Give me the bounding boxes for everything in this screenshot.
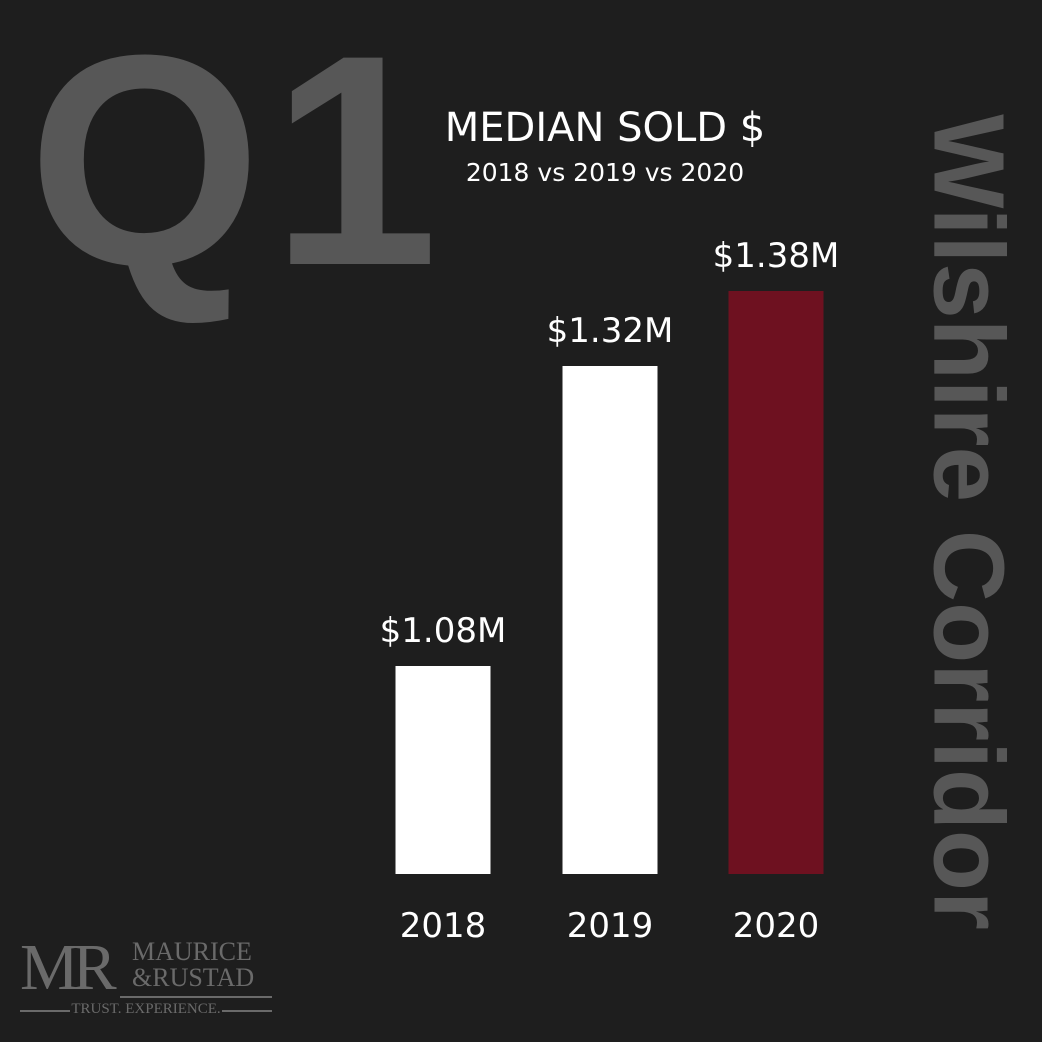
logo-rule bbox=[222, 1010, 272, 1012]
x-tick-label: 2020 bbox=[733, 906, 820, 946]
quarter-label: Q1 bbox=[28, 0, 449, 328]
logo-rule bbox=[20, 1010, 70, 1012]
value-label: $1.08M bbox=[380, 611, 507, 651]
chart-subtitle: 2018 vs 2019 vs 2020 bbox=[465, 158, 745, 187]
company-logo: MR MAURICE &RUSTAD TRUST. EXPERIENCE. bbox=[20, 935, 275, 1025]
value-label: $1.32M bbox=[547, 311, 674, 351]
logo-rule bbox=[120, 996, 272, 998]
x-tick-label: 2018 bbox=[400, 906, 487, 946]
logo-name: MAURICE &RUSTAD bbox=[132, 937, 255, 992]
bar-2020 bbox=[728, 291, 824, 874]
bar-2018 bbox=[395, 666, 491, 874]
logo-tagline: TRUST. EXPERIENCE. bbox=[71, 1001, 221, 1017]
value-label: $1.38M bbox=[713, 236, 840, 276]
x-tick-label: 2019 bbox=[567, 906, 654, 946]
chart-title: MEDIAN SOLD $ bbox=[444, 105, 766, 151]
logo-monogram: MR bbox=[20, 931, 117, 1004]
bar-2019 bbox=[562, 366, 658, 874]
